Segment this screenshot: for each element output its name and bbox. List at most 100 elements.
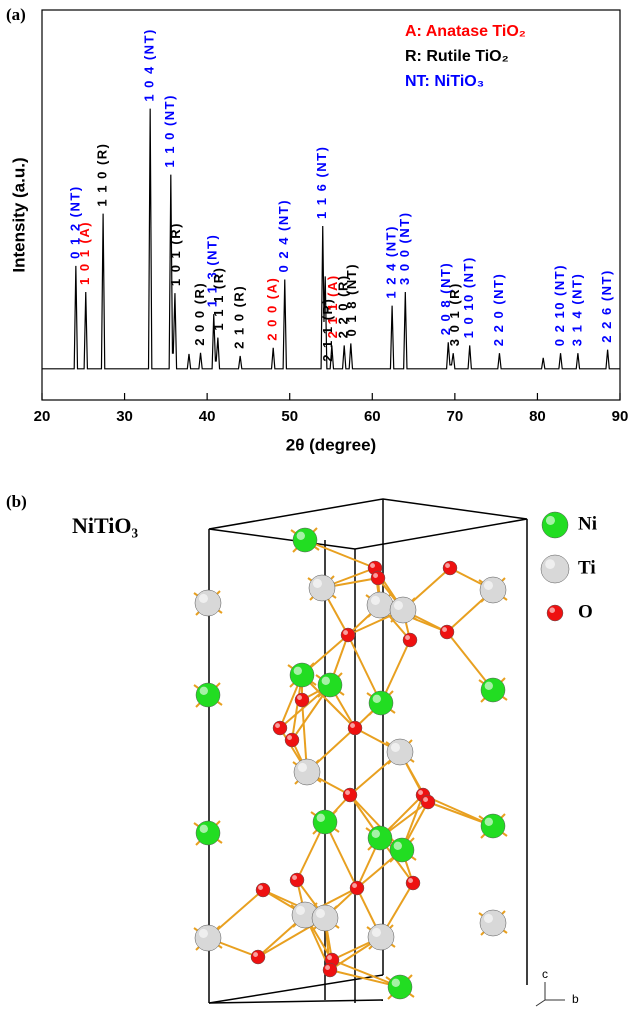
atom — [421, 795, 435, 809]
x-tick-label: 40 — [199, 408, 216, 425]
atom — [542, 512, 568, 538]
atom-highlight — [297, 695, 302, 700]
legend-entry: A: Anatase TiO₂ — [405, 23, 526, 40]
x-tick-label: 70 — [447, 408, 464, 425]
atom — [480, 910, 506, 936]
peak-label: 2 0 0 (A) — [265, 277, 280, 341]
atom — [196, 683, 220, 707]
atom — [290, 873, 304, 887]
atom — [440, 625, 454, 639]
atom — [256, 883, 270, 897]
atom-highlight — [394, 601, 403, 610]
atom-highlight — [423, 797, 428, 802]
peak-label: 1 1 1 (R) — [211, 267, 226, 331]
atom-highlight — [296, 906, 305, 915]
atom — [195, 590, 221, 616]
atom-highlight — [484, 914, 493, 923]
atom-highlight — [199, 594, 208, 603]
atom-highlight — [372, 830, 380, 838]
atom — [388, 975, 412, 999]
axis-arrow — [536, 1000, 545, 1006]
x-tick-label: 50 — [281, 408, 298, 425]
atom — [368, 924, 394, 950]
atom-highlight — [484, 581, 493, 590]
atom — [323, 963, 337, 977]
x-tick-label: 20 — [34, 408, 51, 425]
atom — [251, 950, 265, 964]
atom — [547, 605, 563, 621]
legend-label: O — [578, 601, 593, 622]
peak-label: 2 2 0 (NT) — [491, 273, 506, 347]
atom — [541, 555, 569, 583]
atom-highlight — [200, 687, 208, 695]
peak-label: 1 0 1 (R) — [168, 222, 183, 286]
atom-highlight — [199, 929, 208, 938]
peak-label: 1 1 0 (NT) — [162, 94, 177, 168]
atom-highlight — [325, 965, 330, 970]
atom-highlight — [485, 818, 493, 826]
atom — [312, 905, 338, 931]
atom-highlight — [258, 885, 263, 890]
atom — [390, 597, 416, 623]
peak-label: 2 2 6 (NT) — [599, 269, 614, 343]
atom-highlight — [287, 735, 292, 740]
atom-highlight — [370, 563, 375, 568]
peak-label: 1 0 4 (NT) — [142, 28, 157, 102]
page: (a) 2θ (degree) Intensity (a.u.) (b) NiT… — [0, 0, 632, 1023]
peak-label: 2 1 0 (R) — [232, 285, 247, 349]
atom-highlight — [442, 627, 447, 632]
legend-label: Ni — [578, 513, 597, 534]
atom — [371, 571, 385, 585]
atom-highlight — [408, 878, 413, 883]
atom — [367, 592, 393, 618]
atom — [309, 575, 335, 601]
peak-label: 1 0 10 (NT) — [461, 256, 476, 338]
atom-highlight — [418, 790, 423, 795]
atom-highlight — [549, 607, 555, 613]
peak-label: 3 0 1 (R) — [447, 282, 462, 346]
atom — [313, 810, 337, 834]
atom — [341, 628, 355, 642]
peak-label: 1 0 1 (A) — [77, 221, 92, 285]
axis-label: c — [542, 967, 548, 981]
atom-highlight — [345, 790, 350, 795]
atom-highlight — [343, 630, 348, 635]
cell-edge — [209, 975, 383, 1003]
atom-highlight — [322, 677, 330, 685]
legend-entry: NT: NiTiO₃ — [405, 73, 484, 90]
atom — [343, 788, 357, 802]
atom — [406, 876, 420, 890]
axis-label: b — [572, 992, 579, 1006]
peak-label: 3 1 4 (NT) — [569, 273, 584, 347]
atom-highlight — [545, 559, 555, 569]
atom — [294, 759, 320, 785]
atom — [273, 721, 287, 735]
atom — [318, 673, 342, 697]
atom-highlight — [546, 516, 555, 525]
atom-highlight — [275, 723, 280, 728]
atom — [481, 814, 505, 838]
atom — [195, 925, 221, 951]
atom-highlight — [373, 573, 378, 578]
legend-entry: R: Rutile TiO₂ — [405, 48, 509, 65]
x-tick-label: 30 — [116, 408, 133, 425]
peak-label: 1 1 6 (NT) — [314, 146, 329, 220]
atom — [443, 561, 457, 575]
bonds — [194, 528, 507, 999]
atom — [480, 577, 506, 603]
atom-highlight — [372, 928, 381, 937]
atom-highlight — [394, 842, 402, 850]
peak-label: 0 2 10 (NT) — [552, 264, 567, 346]
atom — [293, 528, 317, 552]
peak-label: 1 1 0 (R) — [95, 143, 110, 207]
atom — [387, 739, 413, 765]
figure: (a) 2θ (degree) Intensity (a.u.) (b) NiT… — [0, 0, 632, 1018]
atom-highlight — [373, 695, 381, 703]
atom — [196, 821, 220, 845]
atom-highlight — [327, 955, 332, 960]
atom-highlight — [392, 979, 400, 987]
atom — [295, 693, 309, 707]
atom — [390, 838, 414, 862]
atom — [403, 633, 417, 647]
cell-edge — [209, 1000, 383, 1003]
